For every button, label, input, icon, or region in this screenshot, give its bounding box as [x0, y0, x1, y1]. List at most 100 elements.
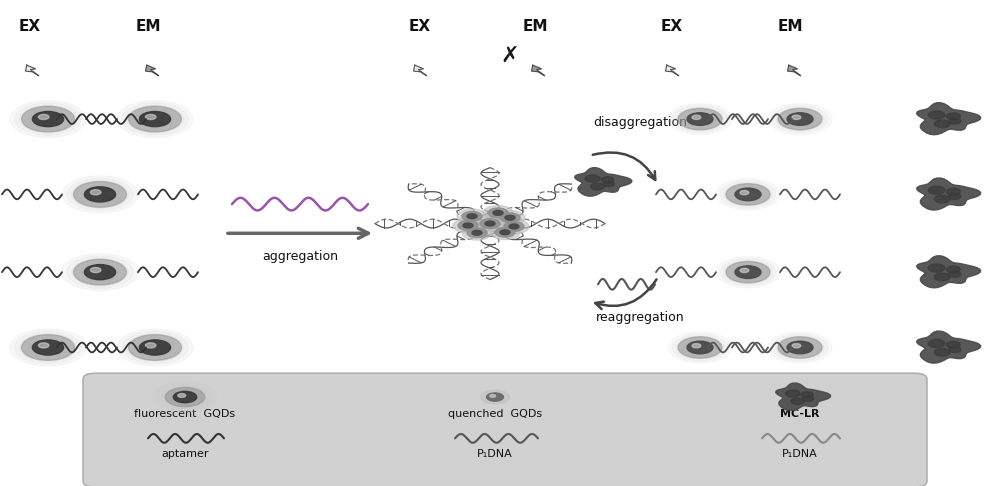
Text: EX: EX — [661, 19, 683, 35]
Circle shape — [24, 336, 72, 359]
Circle shape — [22, 335, 74, 360]
Circle shape — [784, 340, 816, 355]
FancyArrowPatch shape — [595, 279, 657, 309]
Circle shape — [34, 341, 62, 354]
Circle shape — [81, 185, 119, 204]
Circle shape — [43, 117, 53, 122]
Circle shape — [490, 395, 500, 399]
Circle shape — [157, 383, 213, 411]
Circle shape — [791, 398, 804, 404]
Circle shape — [485, 221, 495, 226]
Circle shape — [787, 113, 813, 125]
Text: disaggregation: disaggregation — [593, 116, 687, 129]
Circle shape — [509, 224, 519, 229]
Circle shape — [678, 108, 722, 130]
Circle shape — [467, 228, 487, 238]
Circle shape — [776, 336, 824, 359]
Circle shape — [949, 271, 961, 277]
Circle shape — [490, 225, 520, 240]
Circle shape — [129, 106, 181, 132]
Circle shape — [735, 266, 761, 278]
Circle shape — [949, 118, 961, 124]
Polygon shape — [414, 65, 427, 76]
Polygon shape — [917, 256, 981, 288]
Circle shape — [601, 177, 614, 183]
Circle shape — [139, 111, 171, 127]
Circle shape — [453, 218, 483, 233]
Circle shape — [744, 270, 752, 274]
Circle shape — [792, 344, 801, 348]
Circle shape — [86, 265, 114, 279]
Circle shape — [488, 394, 503, 400]
Circle shape — [490, 395, 496, 398]
Circle shape — [778, 337, 822, 358]
Circle shape — [90, 190, 101, 195]
Circle shape — [688, 342, 712, 353]
Circle shape — [480, 390, 510, 404]
Circle shape — [146, 343, 164, 352]
Circle shape — [692, 115, 708, 123]
Circle shape — [672, 105, 728, 133]
Circle shape — [462, 211, 482, 221]
Circle shape — [668, 104, 732, 135]
FancyArrowPatch shape — [593, 153, 655, 180]
Circle shape — [131, 107, 179, 131]
Circle shape — [136, 338, 174, 357]
Circle shape — [740, 268, 756, 276]
Circle shape — [74, 260, 126, 285]
Circle shape — [472, 230, 482, 235]
Circle shape — [803, 396, 814, 401]
Circle shape — [792, 115, 801, 120]
Circle shape — [481, 390, 509, 404]
Circle shape — [177, 393, 193, 401]
Circle shape — [728, 185, 768, 204]
Circle shape — [34, 112, 62, 126]
Circle shape — [684, 111, 716, 127]
Circle shape — [62, 254, 138, 291]
Circle shape — [687, 113, 713, 125]
Circle shape — [740, 191, 749, 195]
Text: ✗: ✗ — [501, 46, 519, 66]
Circle shape — [716, 179, 780, 210]
Circle shape — [780, 109, 820, 129]
Circle shape — [32, 111, 64, 127]
Circle shape — [129, 335, 181, 360]
Circle shape — [776, 107, 824, 131]
Circle shape — [692, 115, 701, 120]
Circle shape — [141, 341, 169, 354]
Circle shape — [680, 338, 720, 357]
Circle shape — [778, 108, 822, 130]
Circle shape — [62, 176, 138, 213]
Circle shape — [483, 206, 513, 220]
Circle shape — [678, 337, 722, 358]
Circle shape — [495, 210, 525, 225]
Polygon shape — [26, 65, 39, 76]
Text: reaggregation: reaggregation — [596, 311, 684, 324]
Circle shape — [457, 209, 487, 224]
Circle shape — [173, 391, 197, 403]
Text: EM: EM — [777, 19, 803, 35]
Text: EX: EX — [19, 19, 41, 35]
Circle shape — [478, 389, 512, 405]
Circle shape — [84, 187, 116, 202]
Circle shape — [488, 208, 508, 218]
Circle shape — [726, 261, 770, 283]
Circle shape — [768, 332, 832, 363]
Circle shape — [768, 104, 832, 135]
Circle shape — [38, 343, 49, 348]
Circle shape — [131, 336, 179, 359]
Circle shape — [161, 385, 209, 409]
Polygon shape — [532, 65, 545, 76]
Circle shape — [165, 387, 205, 407]
Circle shape — [117, 101, 193, 138]
Circle shape — [796, 117, 804, 121]
Circle shape — [20, 334, 76, 362]
Circle shape — [788, 113, 812, 125]
Polygon shape — [917, 178, 981, 210]
Circle shape — [178, 394, 186, 398]
Text: aggregation: aggregation — [262, 250, 338, 263]
Circle shape — [467, 214, 477, 219]
Circle shape — [141, 112, 169, 126]
Text: aptamer: aptamer — [161, 449, 209, 459]
Circle shape — [724, 183, 772, 206]
